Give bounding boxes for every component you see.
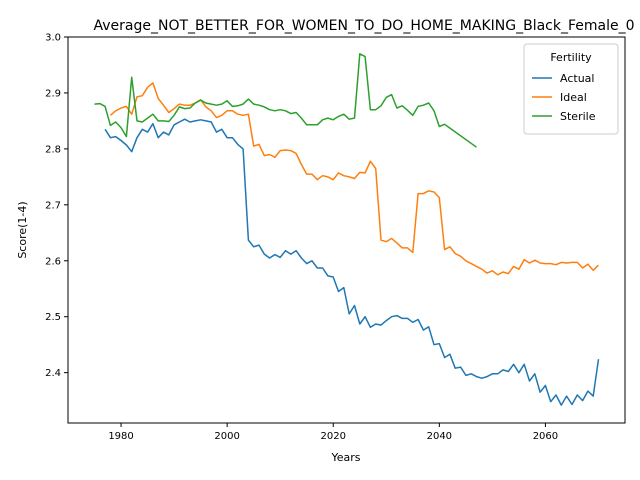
y-tick-label: 2.4 — [45, 368, 61, 379]
x-axis: 1980 2000 2020 2040 2060 — [108, 423, 558, 442]
x-tick-label: 1980 — [108, 431, 133, 442]
series-line-ideal — [109, 82, 600, 276]
y-tick-label: 2.9 — [45, 88, 61, 99]
chart-title: Average_NOT_BETTER_FOR_WOMEN_TO_DO_HOME_… — [93, 18, 634, 34]
x-axis-label: Years — [330, 451, 360, 464]
x-tick-label: 2060 — [533, 431, 558, 442]
y-tick-label: 2.5 — [45, 312, 61, 323]
x-tick-label: 2040 — [427, 431, 452, 442]
series-group — [94, 53, 600, 406]
legend-label-sterile: Sterile — [560, 110, 596, 123]
x-tick-label: 2020 — [321, 431, 346, 442]
y-tick-label: 2.7 — [45, 200, 61, 211]
y-tick-label: 2.6 — [45, 256, 61, 267]
y-axis: 2.4 2.5 2.6 2.7 2.8 2.9 3.0 — [45, 33, 68, 379]
y-axis-label: Score(1-4) — [16, 201, 29, 258]
legend-label-ideal: Ideal — [560, 91, 587, 104]
legend-title: Fertility — [550, 51, 592, 64]
legend-entries: Actual Ideal Sterile — [532, 72, 596, 123]
y-tick-label: 3.0 — [45, 33, 61, 44]
y-tick-label: 2.8 — [45, 144, 61, 155]
legend: Fertility Actual Ideal Sterile — [523, 43, 619, 135]
legend-label-actual: Actual — [560, 72, 594, 85]
series-line-sterile — [94, 53, 477, 148]
series-line-actual — [104, 118, 600, 406]
legend-box — [523, 43, 619, 135]
plot-area — [67, 36, 626, 424]
x-tick-label: 2000 — [214, 431, 239, 442]
